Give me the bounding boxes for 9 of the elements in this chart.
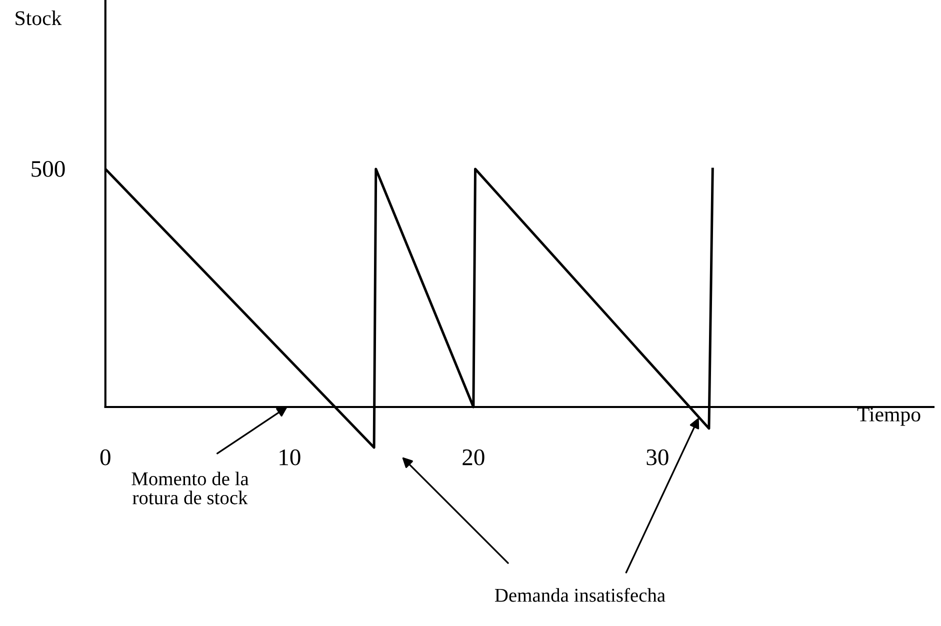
text: Demanda insatisfecha bbox=[494, 588, 666, 602]
text: 500 bbox=[32, 160, 65, 177]
x-tick-label: 10 bbox=[280, 449, 300, 466]
x-tick-label: 30 bbox=[646, 449, 668, 466]
x-axis-title: Tiempo bbox=[857, 408, 920, 426]
x-tick-label: 0 bbox=[100, 449, 110, 466]
text: Momento de la rotura de stock bbox=[132, 472, 249, 504]
text: Stock bbox=[16, 10, 62, 26]
x-tick-label: 20 bbox=[462, 449, 484, 466]
